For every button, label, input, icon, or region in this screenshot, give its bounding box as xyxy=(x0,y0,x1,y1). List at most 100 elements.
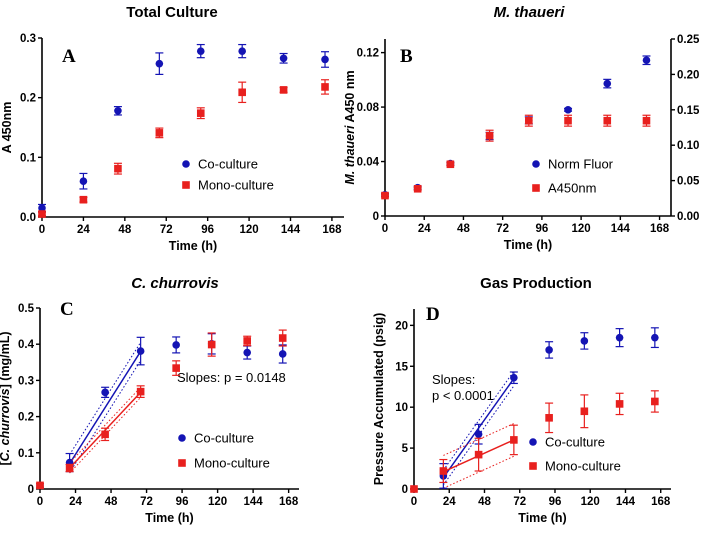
fit-line xyxy=(68,351,142,465)
data-point xyxy=(580,337,589,345)
data-point xyxy=(172,364,180,372)
y-tick-label: 0.4 xyxy=(18,339,35,351)
y-right-tick-label: 0.10 xyxy=(677,140,699,152)
data-point xyxy=(439,467,448,475)
data-point xyxy=(603,79,612,88)
data-point xyxy=(65,464,74,472)
y-tick-label: 0 xyxy=(402,484,408,496)
legend-entry: A450nm xyxy=(548,181,596,196)
legend-marker xyxy=(532,160,540,168)
data-point xyxy=(381,191,389,200)
x-tick-label: 120 xyxy=(239,224,258,236)
data-point xyxy=(114,106,122,115)
data-point xyxy=(238,47,246,55)
data-point xyxy=(207,340,216,349)
y-right-tick-label: 0.15 xyxy=(677,105,700,117)
data-point xyxy=(196,47,205,55)
y-tick-label: 0.1 xyxy=(20,152,37,164)
y-tick-label: 0.3 xyxy=(20,33,36,45)
data-point xyxy=(38,210,46,218)
x-tick-label: 72 xyxy=(513,496,526,508)
chart-panel-a: Total Culture 0 24 48 72 96 120 144 168 0.0 0.1 0.2… xyxy=(0,4,344,253)
y-tick-label: 5 xyxy=(402,443,409,455)
data-point xyxy=(485,131,494,140)
slopes-annotation: p < 0.0001 xyxy=(432,388,494,403)
x-tick-label: 120 xyxy=(581,496,600,508)
data-point xyxy=(36,481,44,490)
x-tick-label: 144 xyxy=(611,223,631,235)
y-tick-label: 15 xyxy=(395,361,408,373)
legend-entry: Co-culture xyxy=(545,435,605,450)
data-point xyxy=(136,387,145,396)
x-tick-label: 168 xyxy=(279,496,299,508)
data-point xyxy=(321,83,329,91)
x-tick-label: 96 xyxy=(176,496,189,508)
x-tick-label: 144 xyxy=(281,224,301,236)
y-right-tick-label: 0.00 xyxy=(677,211,699,223)
y-axis-label-part: C. churrovis xyxy=(0,388,12,461)
y-axis-label: [C. churrovis] (mg/mL) xyxy=(0,331,12,465)
x-tick-label: 144 xyxy=(244,496,264,508)
y-tick-label: 0.12 xyxy=(357,48,379,60)
legend-marker xyxy=(178,459,186,467)
y-right-tick-label: 0.25 xyxy=(677,34,700,46)
x-tick-label: 24 xyxy=(69,496,82,508)
data-point xyxy=(243,337,251,345)
legend-entry: Mono-culture xyxy=(194,456,270,471)
data-point xyxy=(278,350,287,358)
data-point xyxy=(474,450,483,459)
data-point xyxy=(155,59,164,68)
data-point xyxy=(510,436,518,444)
data-point xyxy=(136,347,145,355)
x-axis-label: Time (h) xyxy=(169,239,217,253)
x-tick-label: 120 xyxy=(208,496,227,508)
y-right-tick-label: 0.05 xyxy=(677,176,700,188)
data-point xyxy=(525,116,533,125)
x-tick-label: 0 xyxy=(37,496,43,508)
x-tick-label: 0 xyxy=(411,496,417,508)
panel-label: B xyxy=(400,46,413,67)
data-point xyxy=(279,54,288,63)
data-point xyxy=(564,106,572,114)
legend-marker xyxy=(182,181,190,189)
chart-panel-b: M. thaueri 0 24 48 72 96 120 144 168 0 0.04 0.08 0.1… xyxy=(343,4,700,252)
data-point xyxy=(510,373,518,382)
data-point xyxy=(101,430,109,439)
legend-entry: Co-culture xyxy=(194,431,254,446)
x-tick-label: 24 xyxy=(443,496,456,508)
data-point xyxy=(545,414,553,422)
data-point xyxy=(651,333,659,342)
data-point xyxy=(474,430,483,438)
x-axis-label: Time (h) xyxy=(518,511,566,525)
fit-confidence-band xyxy=(69,342,142,455)
chart-panel-d: Gas Production 0 24 48 72 96 120 144 168 0 5 10 15 20… xyxy=(372,275,671,525)
data-point xyxy=(410,485,418,493)
y-tick-label: 20 xyxy=(395,320,408,332)
fit-confidence-band xyxy=(69,360,142,473)
data-point xyxy=(172,341,180,349)
data-point xyxy=(545,346,553,354)
slopes-annotation: Slopes: p = 0.0148 xyxy=(177,370,286,385)
x-tick-label: 96 xyxy=(201,224,214,236)
data-point xyxy=(446,160,455,169)
chart-title: Gas Production xyxy=(480,275,592,292)
panel-label: D xyxy=(426,304,440,325)
y-tick-label: 0.04 xyxy=(357,157,380,169)
data-point xyxy=(238,88,246,97)
y-tick-label: 0.3 xyxy=(18,375,34,387)
x-tick-label: 96 xyxy=(535,223,548,235)
y-tick-label: 0.08 xyxy=(357,102,380,114)
y-tick-label: 0.5 xyxy=(18,303,35,315)
x-tick-label: 0 xyxy=(39,224,45,236)
legend-marker xyxy=(529,462,537,470)
fit-confidence-band xyxy=(442,385,515,486)
x-tick-label: 168 xyxy=(651,496,671,508)
y-tick-label: 10 xyxy=(395,402,408,414)
data-point xyxy=(79,195,88,204)
x-tick-label: 48 xyxy=(105,496,118,508)
x-tick-label: 48 xyxy=(118,224,131,236)
y-axis-label-part: [ xyxy=(0,461,12,466)
y-axis-label: A 450nm xyxy=(0,102,14,154)
data-point xyxy=(278,334,287,342)
legend-marker xyxy=(178,434,186,442)
